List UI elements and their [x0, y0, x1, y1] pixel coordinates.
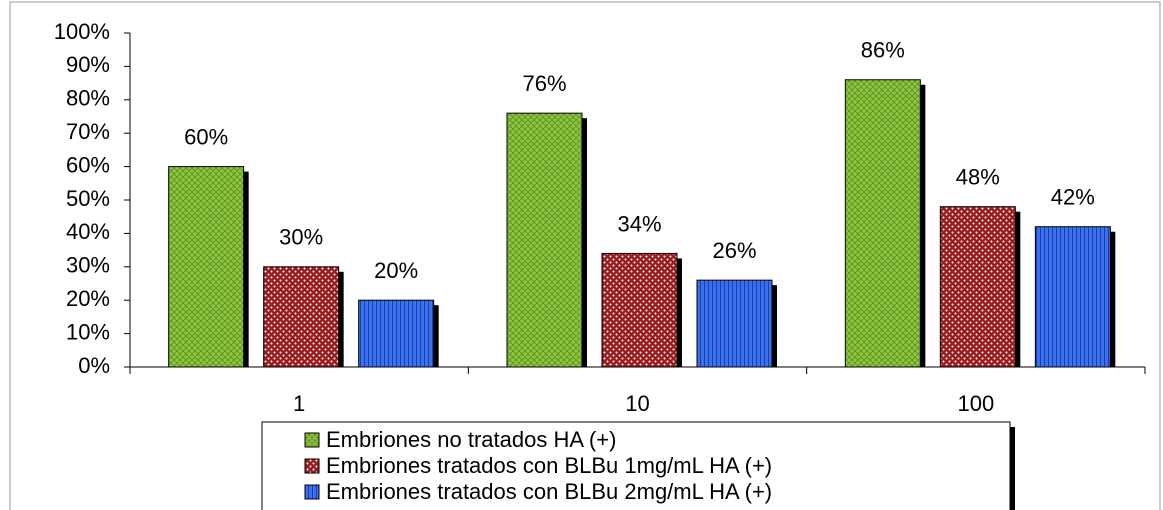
- y-tick-label: 80%: [66, 86, 110, 111]
- y-tick-label: 40%: [66, 219, 110, 244]
- legend-swatch: [304, 432, 320, 448]
- x-tick-label: 10: [625, 391, 649, 416]
- y-tick-label: 0%: [78, 353, 110, 378]
- y-tick-label: 100%: [54, 19, 110, 44]
- bar: [939, 206, 1016, 368]
- y-tick-label: 50%: [66, 186, 110, 211]
- data-label: 60%: [184, 124, 228, 149]
- bar: [601, 252, 678, 368]
- legend-swatch: [304, 458, 320, 474]
- data-label: 20%: [374, 258, 418, 283]
- y-tick-label: 20%: [66, 286, 110, 311]
- bar: [263, 266, 340, 368]
- data-label: 42%: [1051, 185, 1095, 210]
- bar: [358, 299, 435, 368]
- chart-frame: [9, 1, 1161, 510]
- legend-label: Embriones no tratados HA (+): [326, 427, 616, 452]
- bar: [506, 112, 583, 368]
- legend-label: Embriones tratados con BLBu 2mg/mL HA (+…: [326, 479, 772, 504]
- bar: [696, 279, 773, 368]
- y-tick-label: 70%: [66, 119, 110, 144]
- y-tick-label: 30%: [66, 253, 110, 278]
- data-label: 34%: [617, 211, 661, 236]
- y-tick-label: 60%: [66, 152, 110, 177]
- x-tick-label: 1: [293, 391, 305, 416]
- legend-label: Embriones tratados con BLBu 1mg/mL HA (+…: [326, 453, 772, 478]
- x-tick-label: 100: [957, 391, 994, 416]
- bar: [844, 79, 921, 368]
- data-label: 48%: [956, 164, 1000, 189]
- bar: [1034, 226, 1111, 368]
- y-tick-label: 10%: [66, 319, 110, 344]
- legend: [261, 421, 1011, 510]
- data-label: 30%: [279, 225, 323, 250]
- data-label: 26%: [712, 238, 756, 263]
- data-label: 86%: [861, 38, 905, 63]
- y-tick-label: 90%: [66, 52, 110, 77]
- data-label: 76%: [522, 71, 566, 96]
- legend-swatch: [304, 484, 320, 500]
- bar: [168, 166, 245, 368]
